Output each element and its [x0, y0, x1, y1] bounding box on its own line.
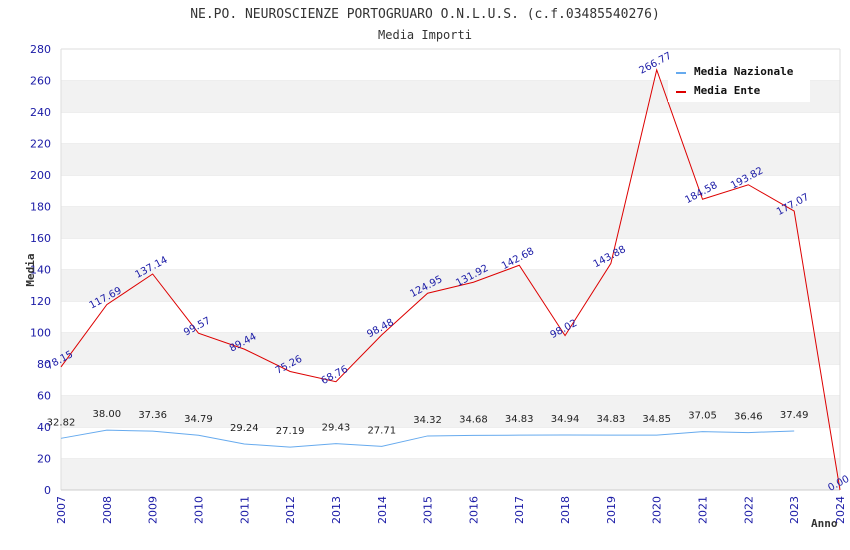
x-tick-label: 2020 [651, 496, 664, 524]
x-tick-label: 2024 [834, 496, 847, 524]
y-axis-label: Media [24, 253, 37, 286]
series-line-media-ente [60, 68, 841, 491]
data-label-media-nazionale: 29.43 [322, 423, 351, 434]
grid-band [61, 364, 840, 396]
y-tick-label: 200 [30, 169, 51, 182]
data-label-media-nazionale: 37.05 [688, 411, 717, 422]
y-tick-label: 100 [30, 327, 51, 340]
chart-title: NE.PO. NEUROSCIENZE PORTOGRUARO O.N.L.U.… [190, 7, 660, 22]
grid-band [61, 301, 840, 333]
y-tick-label: 240 [30, 106, 51, 119]
data-label-media-nazionale: 34.32 [413, 415, 442, 426]
legend-box [668, 60, 810, 102]
x-tick-label: 2013 [330, 496, 343, 524]
x-tick-label: 2023 [788, 496, 801, 524]
x-axis-ticks: 2007 2008 2009 2010 2011 2012 2013 2014 2015 2016… [55, 496, 847, 524]
x-tick-label: 2009 [147, 496, 160, 524]
y-axis-ticks: 0 20 40 60 80 100 120 140 160 180 200 220 240 260 280 [30, 43, 51, 497]
x-tick-label: 2014 [376, 496, 389, 524]
x-tick-label: 2012 [284, 496, 297, 524]
y-tick-label: 60 [37, 390, 51, 403]
data-label-media-nazionale: 32.82 [47, 417, 76, 428]
grid-band [61, 238, 840, 270]
data-label-media-nazionale: 38.00 [93, 409, 122, 420]
x-tick-label: 2019 [605, 496, 618, 524]
legend-label-media-ente: Media Ente [694, 84, 761, 97]
grid-band [61, 458, 840, 490]
y-tick-label: 80 [37, 358, 51, 371]
data-label-media-nazionale: 37.49 [780, 410, 809, 421]
y-tick-label: 20 [37, 453, 51, 466]
data-label-media-nazionale: 34.68 [459, 414, 488, 425]
y-tick-label: 40 [37, 421, 51, 434]
y-tick-label: 220 [30, 138, 51, 151]
series-line-media-nazionale [60, 429, 795, 448]
x-tick-label: 2007 [55, 496, 68, 524]
data-label-media-nazionale: 27.19 [276, 426, 305, 437]
data-label-media-nazionale: 27.71 [367, 425, 396, 436]
grid-band [61, 175, 840, 207]
data-label-media-nazionale: 34.79 [184, 414, 213, 425]
x-tick-label: 2008 [101, 496, 114, 524]
grid-band [61, 269, 840, 301]
y-tick-label: 180 [30, 201, 51, 214]
y-tick-label: 120 [30, 295, 51, 308]
x-tick-label: 2010 [192, 496, 205, 524]
y-tick-label: 160 [30, 232, 51, 245]
x-axis-label: Anno [811, 517, 838, 530]
grid-band [61, 112, 840, 144]
grid-bands [60, 48, 841, 491]
x-tick-label: 2015 [422, 496, 435, 524]
data-label-media-nazionale: 29.24 [230, 423, 259, 434]
data-label-media-nazionale: 34.94 [551, 414, 580, 425]
data-label-media-nazionale: 36.46 [734, 412, 763, 423]
y-tick-label: 0 [44, 484, 51, 497]
data-label-media-nazionale: 34.85 [642, 414, 671, 425]
data-label-media-nazionale: 37.36 [138, 410, 167, 421]
y-tick-label: 260 [30, 75, 51, 88]
grid-band [61, 143, 840, 175]
legend: Media Nazionale Media Ente [668, 60, 810, 102]
data-label-media-nazionale: 34.83 [505, 414, 534, 425]
series-lines [60, 68, 841, 491]
y-tick-label: 140 [30, 264, 51, 277]
x-tick-label: 2018 [559, 496, 572, 524]
grid-band [61, 332, 840, 364]
x-tick-label: 2021 [697, 496, 710, 524]
x-tick-label: 2016 [467, 496, 480, 524]
y-tick-label: 280 [30, 43, 51, 56]
x-tick-label: 2011 [238, 496, 251, 524]
x-tick-label: 2017 [513, 496, 526, 524]
grid-band [61, 395, 840, 427]
grid-band [61, 206, 840, 238]
data-label-media-nazionale: 34.83 [597, 414, 626, 425]
chart-subtitle: Media Importi [378, 28, 472, 42]
x-tick-label: 2022 [742, 496, 755, 524]
legend-label-media-nazionale: Media Nazionale [694, 65, 794, 78]
